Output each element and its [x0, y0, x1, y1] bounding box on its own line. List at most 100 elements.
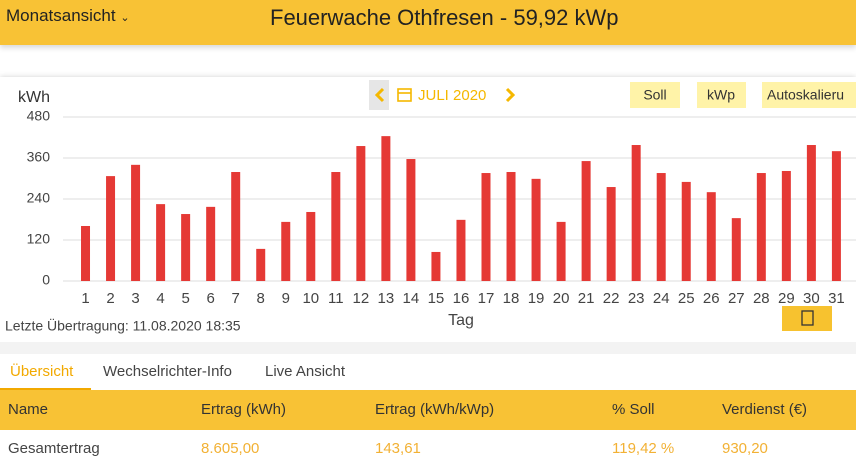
bar — [406, 159, 416, 281]
bar — [731, 218, 741, 281]
x-tick-label: 18 — [503, 290, 520, 307]
x-tick-label: 31 — [828, 290, 845, 307]
bar — [306, 211, 316, 281]
x-tick-label: 20 — [553, 290, 570, 307]
x-tick-label: 10 — [302, 290, 319, 307]
view-select[interactable]: Monatsansicht ⌄ — [6, 6, 130, 26]
bar — [681, 181, 691, 281]
export-button[interactable] — [782, 306, 832, 331]
x-tick-label: 5 — [181, 290, 189, 307]
chart-card: kWh JULI 2020 Soll kWp Autoskalieru 0 120 240 36… — [0, 77, 856, 342]
bar — [181, 214, 191, 281]
x-tick-label: 15 — [428, 290, 445, 307]
table-cell: Gesamtertrag — [8, 440, 100, 457]
x-tick-label: 3 — [131, 290, 139, 307]
active-tab-underline — [0, 388, 91, 390]
bar — [781, 170, 791, 281]
x-tick-label: 8 — [257, 290, 265, 307]
bar — [231, 172, 241, 281]
x-tick-label: 22 — [603, 290, 620, 307]
column-header: Verdienst (€) — [722, 401, 808, 418]
table-header — [0, 390, 856, 430]
bar — [806, 145, 816, 281]
x-tick-label: 26 — [703, 290, 720, 307]
y-tick-label: 480 — [27, 108, 51, 124]
x-tick-label: 12 — [353, 290, 370, 307]
bar — [756, 173, 766, 281]
column-header: Ertrag (kWh/kWp) — [375, 401, 495, 418]
bar — [206, 206, 216, 281]
table-cell: 930,20 — [722, 440, 768, 457]
x-tick-label: 29 — [778, 290, 795, 307]
x-tick-label: 28 — [753, 290, 770, 307]
y-tick-label: 240 — [27, 190, 51, 206]
bar — [556, 221, 566, 281]
bar — [656, 173, 666, 281]
x-tick-label: 24 — [653, 290, 670, 307]
x-tick-label: 30 — [803, 290, 820, 307]
table-cell: 8.605,00 — [201, 440, 260, 457]
bar — [706, 192, 716, 281]
prev-button[interactable] — [374, 87, 385, 103]
bar — [456, 219, 466, 281]
bar — [531, 178, 541, 281]
last-transfer: Letzte Übertragung: 11.08.2020 18:35 — [5, 317, 241, 334]
bar — [631, 145, 641, 281]
header: Monatsansicht ⌄ Feuerwache Othfresen - 5… — [0, 0, 856, 45]
x-tick-label: 11 — [328, 290, 344, 307]
column-header: % Soll — [612, 401, 655, 418]
chart: kWh JULI 2020 Soll kWp Autoskalieru012024036… — [5, 80, 856, 334]
bar — [81, 225, 91, 281]
x-axis-label: Tag — [448, 312, 474, 329]
bar — [356, 146, 366, 281]
tab[interactable]: Wechselrichter-Info — [103, 363, 232, 380]
x-tick-label: 7 — [232, 290, 240, 307]
x-tick-label: 21 — [578, 290, 595, 307]
separator — [0, 342, 856, 354]
next-button[interactable] — [505, 87, 516, 103]
kwp-button[interactable] — [697, 82, 746, 108]
x-tick-label: 19 — [528, 290, 545, 307]
tab[interactable]: Übersicht — [10, 363, 74, 380]
x-tick-label: 16 — [453, 290, 470, 307]
x-tick-label: 17 — [478, 290, 495, 307]
x-tick-label: 13 — [378, 290, 395, 307]
tab[interactable]: Live Ansicht — [265, 363, 346, 380]
y-axis-label: kWh — [18, 89, 50, 106]
x-tick-label: 9 — [282, 290, 290, 307]
column-header: Ertrag (kWh) — [201, 401, 287, 418]
export-icon — [801, 310, 814, 326]
bar — [431, 251, 441, 281]
bar — [481, 173, 491, 281]
bar — [581, 161, 591, 281]
caret: ⌄ — [120, 12, 130, 24]
button-label[interactable]: Soll — [643, 87, 666, 103]
bar — [606, 187, 616, 281]
x-tick-label: 2 — [106, 290, 114, 307]
x-tick-label: 27 — [728, 290, 745, 307]
bar — [281, 221, 291, 281]
page-title: Feuerwache Othfresen - 59,92 kWp — [270, 5, 619, 30]
soll-button[interactable] — [630, 82, 680, 108]
bar — [831, 151, 841, 281]
x-tick-label: 4 — [156, 290, 164, 307]
x-tick-label: 14 — [403, 290, 420, 307]
button-label[interactable]: kWp — [707, 87, 735, 103]
x-tick-label: 23 — [628, 290, 645, 307]
bar — [131, 164, 141, 281]
period: JULI 2020 — [418, 87, 486, 104]
button-label[interactable]: Autoskalieru — [767, 87, 844, 103]
autoscale-button[interactable] — [762, 82, 856, 108]
y-tick-label: 120 — [27, 231, 51, 247]
calendar-icon — [397, 88, 412, 102]
column-header: Name — [8, 401, 49, 418]
bar — [256, 248, 266, 281]
y-tick-label: 360 — [27, 149, 51, 165]
table-cell: 119,42 % — [612, 440, 675, 457]
view-label[interactable]: Monatsansicht — [6, 6, 116, 25]
bar — [331, 172, 341, 281]
x-tick-label: 1 — [81, 290, 89, 307]
bar — [506, 172, 516, 281]
bar — [381, 136, 391, 281]
